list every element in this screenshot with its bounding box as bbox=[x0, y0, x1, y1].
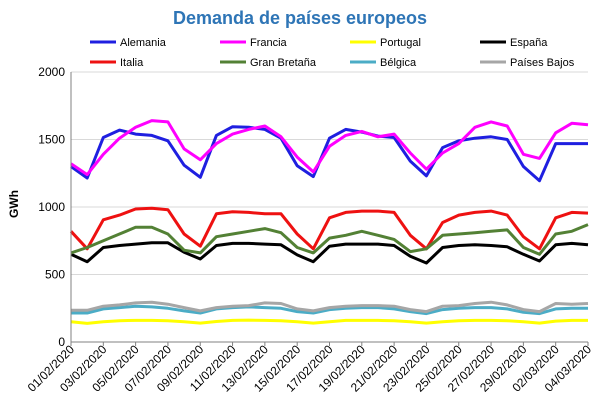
y-tick-label: 500 bbox=[45, 268, 65, 282]
series-line-italia bbox=[69, 206, 589, 251]
legend-label: Italia bbox=[120, 57, 144, 69]
x-axis-ticks: 01/02/202003/02/202005/02/202007/02/2020… bbox=[25, 342, 595, 395]
y-tick-label: 0 bbox=[58, 335, 65, 349]
series-line-bélgica bbox=[71, 304, 588, 316]
series-line-países-bajos bbox=[71, 300, 589, 314]
legend-label: Gran Bretaña bbox=[250, 57, 317, 69]
legend-label: España bbox=[510, 37, 548, 49]
chart-title: Demanda de países europeos bbox=[172, 8, 428, 28]
series-line-alemania bbox=[70, 125, 588, 183]
series-lines bbox=[69, 119, 589, 325]
legend-label: Portugal bbox=[380, 37, 421, 49]
y-tick-label: 1500 bbox=[38, 133, 65, 147]
y-axis-label: GWh bbox=[7, 190, 21, 218]
series-line-españa bbox=[70, 241, 589, 265]
series-line-gran-bretaña bbox=[70, 223, 589, 256]
legend-label: Países Bajos bbox=[510, 57, 575, 69]
y-tick-label: 1000 bbox=[38, 200, 65, 214]
axes bbox=[70, 72, 588, 343]
legend: Alemania Francia Portugal España Italia Gran … bbox=[90, 37, 575, 69]
legend-label: Alemania bbox=[120, 37, 167, 49]
series-line-portugal bbox=[70, 318, 588, 325]
legend-label: Francia bbox=[250, 37, 288, 49]
series-line-francia bbox=[70, 119, 589, 177]
y-tick-label: 2000 bbox=[38, 65, 65, 79]
legend-label: Bélgica bbox=[380, 57, 417, 69]
y-axis-ticks: 0 500 1000 1500 2000 bbox=[38, 65, 65, 349]
